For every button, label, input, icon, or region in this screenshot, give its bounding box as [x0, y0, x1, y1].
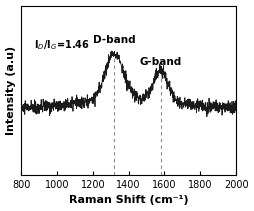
- X-axis label: Raman Shift (cm⁻¹): Raman Shift (cm⁻¹): [69, 195, 188, 206]
- Text: I$_D$/I$_G$=1.46: I$_D$/I$_G$=1.46: [34, 38, 90, 51]
- Text: G-band: G-band: [140, 57, 182, 67]
- Text: D-band: D-band: [93, 35, 136, 45]
- Y-axis label: Intensity (a.u): Intensity (a.u): [6, 46, 15, 135]
